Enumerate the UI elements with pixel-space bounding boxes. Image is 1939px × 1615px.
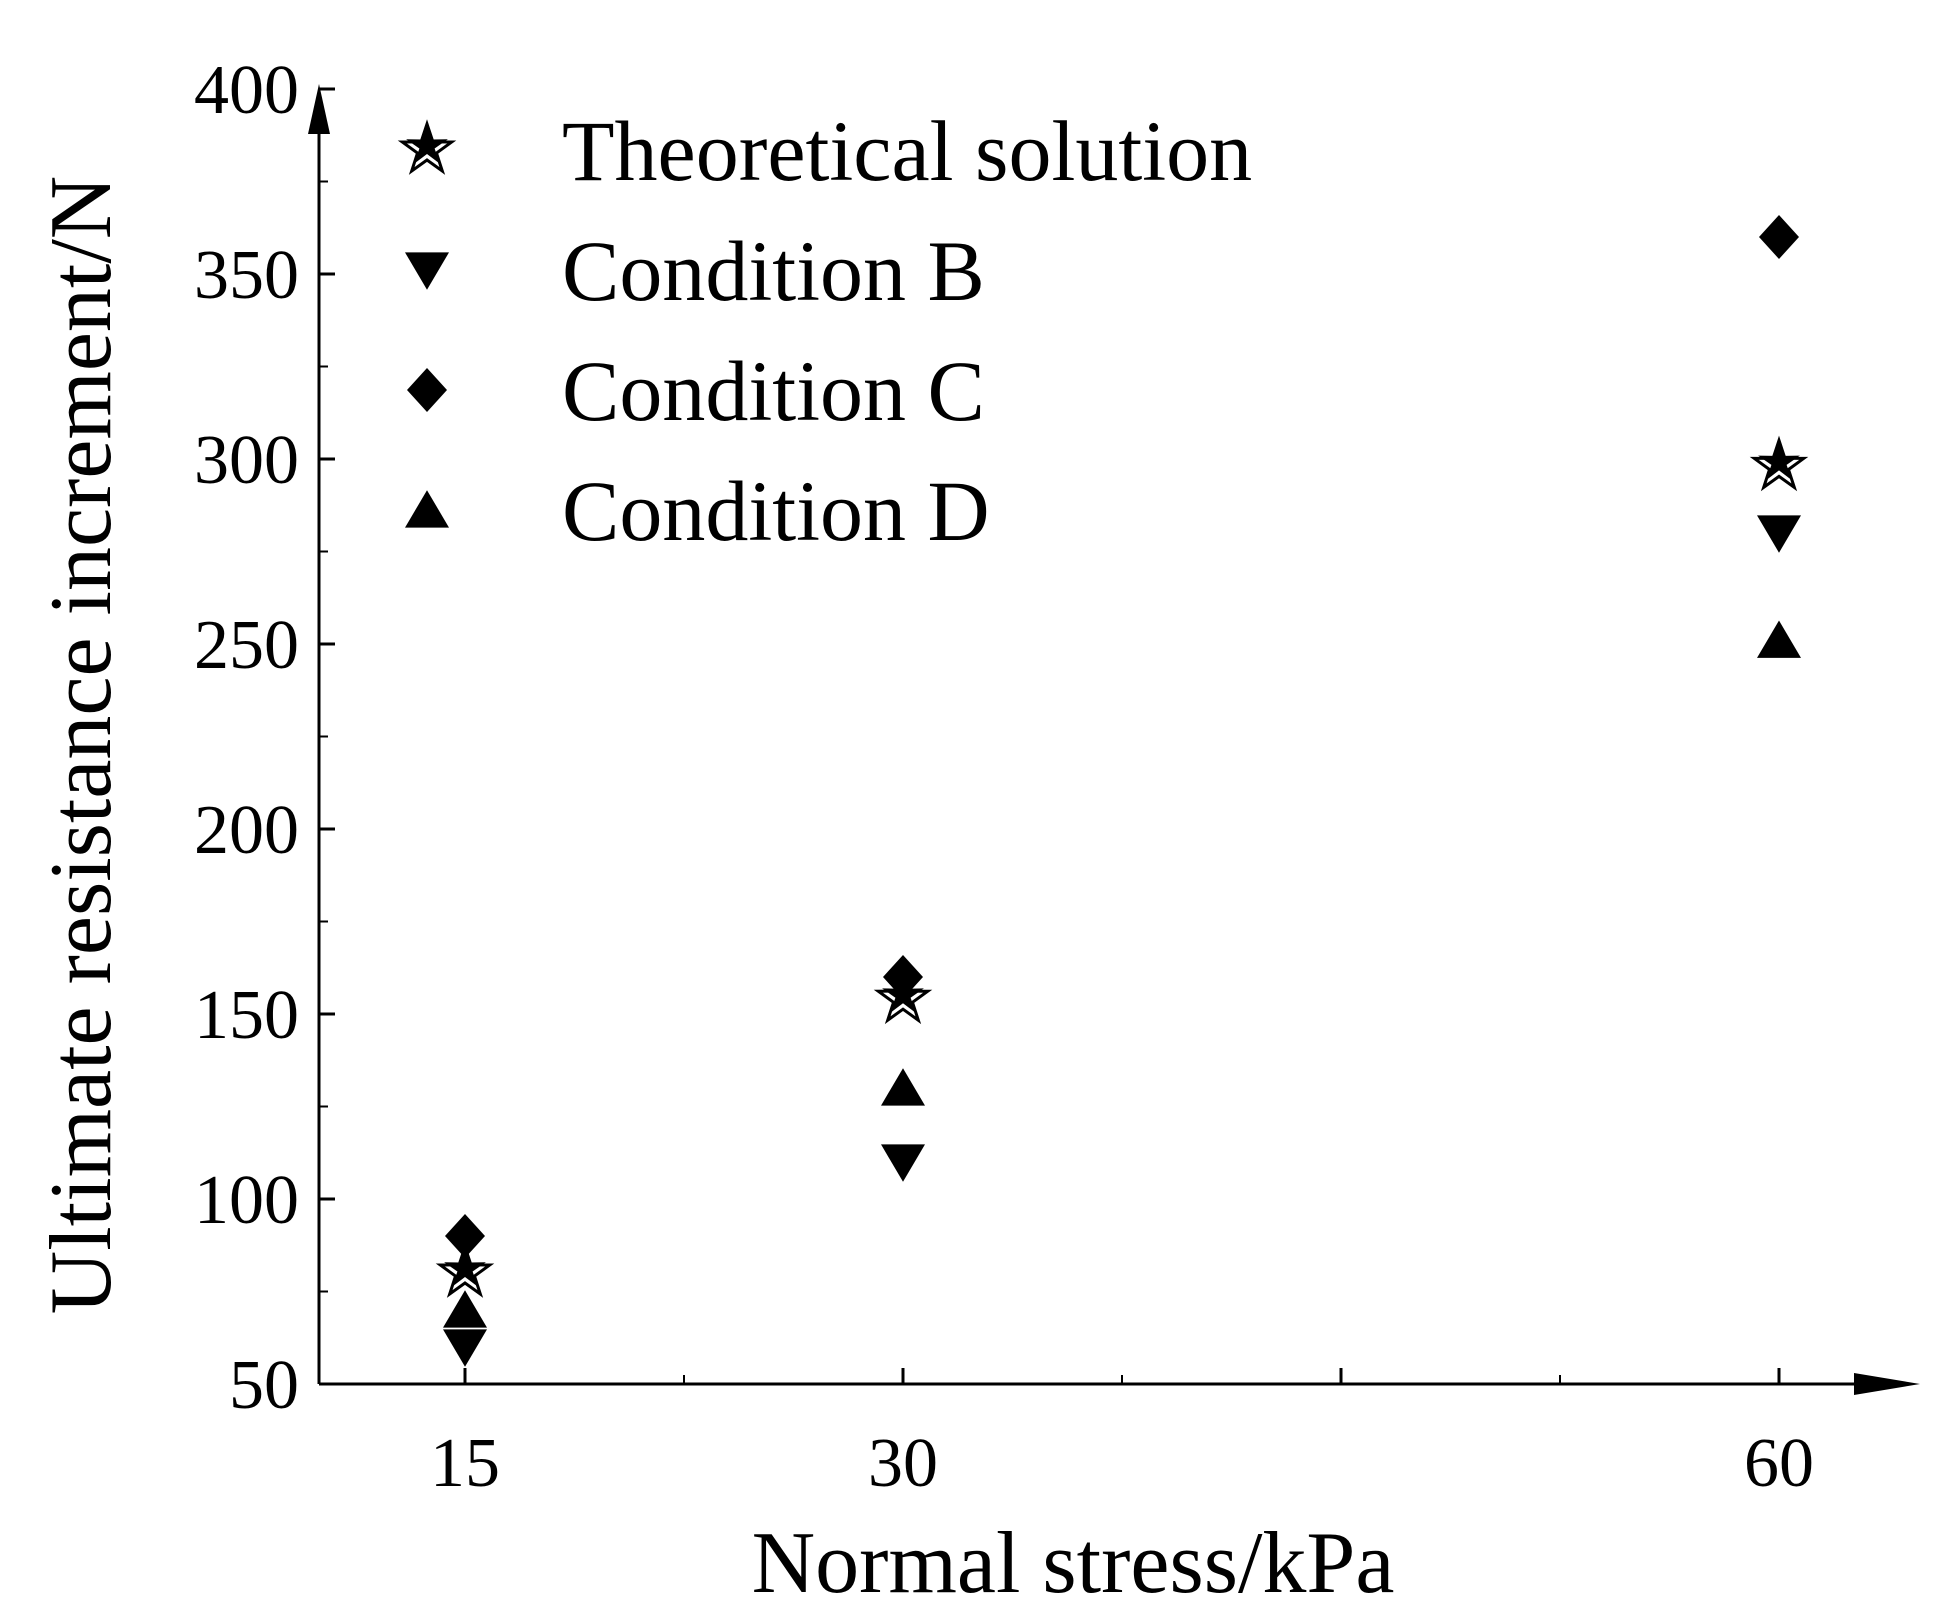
y-tick-label: 150 bbox=[194, 977, 299, 1054]
point-theoretical-solution bbox=[435, 1242, 495, 1298]
point-condition-c bbox=[1759, 215, 1799, 259]
legend-marker-condition-d bbox=[405, 490, 449, 528]
ticks bbox=[319, 87, 1781, 1386]
point-theoretical-solution bbox=[1749, 435, 1809, 492]
point-condition-b bbox=[881, 1144, 925, 1182]
y-tick-label: 250 bbox=[194, 607, 299, 684]
legend: Theoretical solution Condition B Condition… bbox=[397, 103, 1252, 559]
legend-label-condition-b: Condition B bbox=[562, 223, 985, 319]
point-condition-d bbox=[1757, 620, 1801, 658]
x-tick-label: 15 bbox=[430, 1425, 500, 1502]
point-condition-c bbox=[883, 955, 923, 999]
point-condition-b bbox=[443, 1329, 487, 1367]
tick-labels: 50 100 150 200 250 300 350 400 15 30 60 bbox=[194, 52, 1814, 1502]
y-axis-title: Ultimate resistance increment/N bbox=[33, 176, 130, 1315]
y-tick-label: 350 bbox=[194, 237, 299, 314]
legend-label-theoretical-solution: Theoretical solution bbox=[562, 103, 1252, 199]
data-marks bbox=[435, 215, 1809, 1367]
point-condition-d bbox=[881, 1068, 925, 1106]
y-tick-label: 300 bbox=[194, 422, 299, 499]
legend-marker-condition-b bbox=[405, 252, 449, 290]
legend-marker-theoretical-solution bbox=[397, 119, 457, 175]
x-axis-arrow bbox=[1854, 1373, 1920, 1395]
x-tick-label: 60 bbox=[1744, 1425, 1814, 1502]
y-tick-label: 400 bbox=[194, 52, 299, 129]
legend-label-condition-c: Condition C bbox=[562, 343, 985, 439]
x-tick-label: 30 bbox=[868, 1425, 938, 1502]
y-tick-label: 50 bbox=[229, 1347, 299, 1424]
point-condition-d bbox=[443, 1290, 487, 1328]
y-tick-label: 100 bbox=[194, 1162, 299, 1239]
point-condition-b bbox=[1757, 515, 1801, 553]
y-tick-label: 200 bbox=[194, 792, 299, 869]
y-axis-arrow bbox=[308, 84, 330, 134]
legend-marker-condition-c bbox=[407, 368, 447, 412]
legend-label-condition-d: Condition D bbox=[562, 463, 990, 559]
x-axis-title: Normal stress/kPa bbox=[752, 1515, 1395, 1612]
axes bbox=[308, 84, 1920, 1395]
point-condition-c bbox=[445, 1214, 485, 1258]
